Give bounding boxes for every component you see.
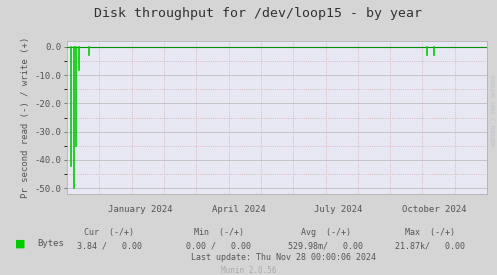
- Text: April 2024: April 2024: [212, 205, 266, 214]
- Y-axis label: Pr second read (-) / write (+): Pr second read (-) / write (+): [21, 37, 30, 198]
- Text: ■: ■: [14, 238, 25, 248]
- Text: Bytes: Bytes: [37, 239, 64, 248]
- Text: 0.00 /   0.00: 0.00 / 0.00: [186, 242, 251, 251]
- Text: 3.84 /   0.00: 3.84 / 0.00: [77, 242, 142, 251]
- Text: 21.87k/   0.00: 21.87k/ 0.00: [395, 242, 465, 251]
- Text: July 2024: July 2024: [314, 205, 362, 214]
- Text: RRDTOOL / TOBI OETIKER: RRDTOOL / TOBI OETIKER: [491, 74, 496, 146]
- Text: January 2024: January 2024: [108, 205, 173, 214]
- Text: Disk throughput for /dev/loop15 - by year: Disk throughput for /dev/loop15 - by yea…: [94, 7, 422, 20]
- Text: Avg  (-/+): Avg (-/+): [301, 228, 350, 237]
- Text: Max  (-/+): Max (-/+): [405, 228, 455, 237]
- Text: Munin 2.0.56: Munin 2.0.56: [221, 266, 276, 274]
- Text: 529.98m/   0.00: 529.98m/ 0.00: [288, 242, 363, 251]
- Text: Cur  (-/+): Cur (-/+): [84, 228, 134, 237]
- Text: Last update: Thu Nov 28 00:00:06 2024: Last update: Thu Nov 28 00:00:06 2024: [191, 253, 376, 262]
- Text: Min  (-/+): Min (-/+): [194, 228, 244, 237]
- Text: October 2024: October 2024: [402, 205, 467, 214]
